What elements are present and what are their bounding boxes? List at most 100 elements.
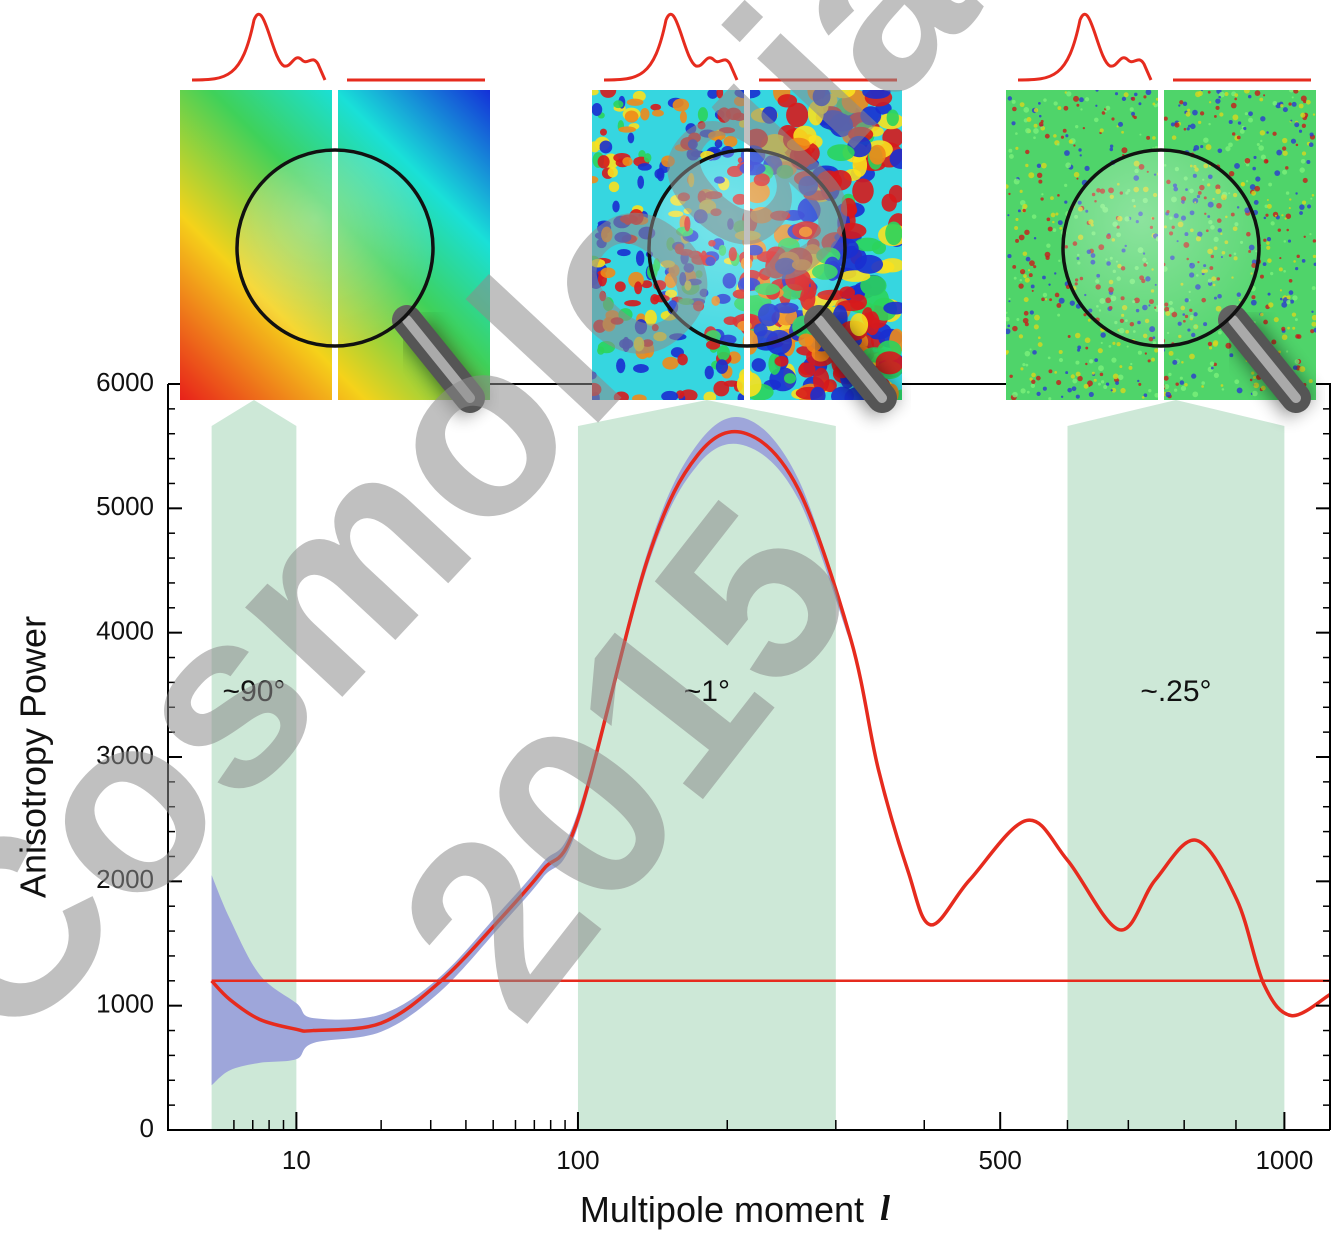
- region: [1067, 400, 1285, 1130]
- blob: [862, 90, 891, 99]
- speck: [1105, 105, 1111, 111]
- region-label: ~1°: [684, 675, 730, 708]
- speck: [1208, 122, 1211, 126]
- speck: [1013, 178, 1020, 185]
- blob: [885, 221, 902, 246]
- speck: [1023, 297, 1029, 303]
- speck: [1067, 335, 1071, 339]
- speck: [1065, 162, 1072, 169]
- speck: [1080, 108, 1083, 111]
- blob: [854, 254, 884, 274]
- speck: [1249, 378, 1253, 382]
- region-label: ~.25°: [1140, 675, 1211, 708]
- speck: [1065, 134, 1069, 138]
- speck: [1282, 146, 1287, 151]
- speck: [1209, 361, 1215, 366]
- speck: [1164, 384, 1170, 390]
- speck: [1148, 388, 1152, 393]
- speck: [1279, 257, 1282, 260]
- speck: [1079, 97, 1084, 103]
- speck: [1062, 128, 1067, 133]
- blob: [592, 258, 606, 268]
- x-tick-label: 10: [282, 1145, 311, 1175]
- speck: [1285, 213, 1292, 219]
- blob: [774, 356, 789, 367]
- speck: [1023, 274, 1027, 278]
- speck: [1219, 112, 1224, 117]
- speck: [1016, 318, 1020, 322]
- speck: [1245, 163, 1250, 167]
- speck: [1041, 297, 1045, 302]
- speck: [1243, 126, 1247, 131]
- speck: [1236, 135, 1241, 140]
- speck: [1234, 379, 1240, 385]
- speck: [1300, 95, 1307, 102]
- blob: [661, 155, 675, 168]
- speck: [1300, 112, 1306, 118]
- speck: [1109, 147, 1114, 152]
- speck: [1286, 300, 1291, 305]
- speck: [1288, 90, 1294, 93]
- uncertainty-band: [211, 416, 852, 1086]
- blob: [619, 214, 638, 224]
- speck: [1260, 139, 1263, 143]
- blob: [745, 128, 768, 149]
- y-tick-label: 2000: [96, 864, 154, 894]
- speck: [1084, 97, 1090, 102]
- speck: [1040, 197, 1044, 201]
- blob: [708, 130, 726, 141]
- speck: [1111, 357, 1117, 363]
- y-tick-label: 0: [140, 1113, 154, 1143]
- blob: [860, 106, 882, 126]
- speck: [1091, 371, 1095, 375]
- speck: [1099, 372, 1104, 377]
- speck: [1119, 365, 1123, 369]
- speck: [1250, 299, 1257, 306]
- magnifier-lens: [647, 148, 847, 348]
- blob: [612, 200, 620, 213]
- speck: [1283, 240, 1287, 243]
- speck: [1254, 185, 1261, 192]
- speck: [1024, 350, 1031, 357]
- speck: [1012, 391, 1018, 398]
- speck: [1038, 114, 1042, 118]
- speck: [1298, 103, 1304, 109]
- blob: [786, 102, 809, 128]
- speck: [1058, 259, 1061, 263]
- x-axis-title: Multipole moment l: [580, 1188, 890, 1229]
- speck: [1294, 318, 1298, 322]
- blob: [622, 157, 633, 167]
- speck: [1272, 100, 1278, 106]
- speck: [1311, 310, 1314, 313]
- speck: [1251, 295, 1256, 300]
- speck: [1310, 329, 1315, 334]
- blob: [865, 311, 880, 336]
- magnifier-lens: [235, 148, 435, 348]
- speck: [1280, 104, 1284, 108]
- speck: [1133, 92, 1138, 97]
- speck: [1037, 342, 1043, 348]
- blob: [619, 338, 634, 350]
- speck: [1225, 146, 1231, 152]
- speck: [1285, 166, 1289, 170]
- speck: [1093, 117, 1099, 123]
- speck: [1294, 122, 1300, 128]
- blob: [624, 300, 641, 307]
- speck: [1192, 109, 1198, 116]
- speck: [1052, 220, 1055, 224]
- speck: [1083, 313, 1087, 317]
- speck: [1083, 383, 1089, 389]
- speck: [1073, 144, 1076, 147]
- speck: [1053, 101, 1058, 106]
- blob: [633, 336, 645, 352]
- speck: [1029, 310, 1034, 315]
- blob: [761, 106, 778, 124]
- speck: [1008, 148, 1013, 153]
- blob: [717, 107, 731, 123]
- speck: [1208, 101, 1212, 104]
- speck: [1292, 295, 1298, 301]
- speck: [1044, 298, 1048, 301]
- speck: [1273, 317, 1279, 323]
- speck: [1181, 361, 1184, 364]
